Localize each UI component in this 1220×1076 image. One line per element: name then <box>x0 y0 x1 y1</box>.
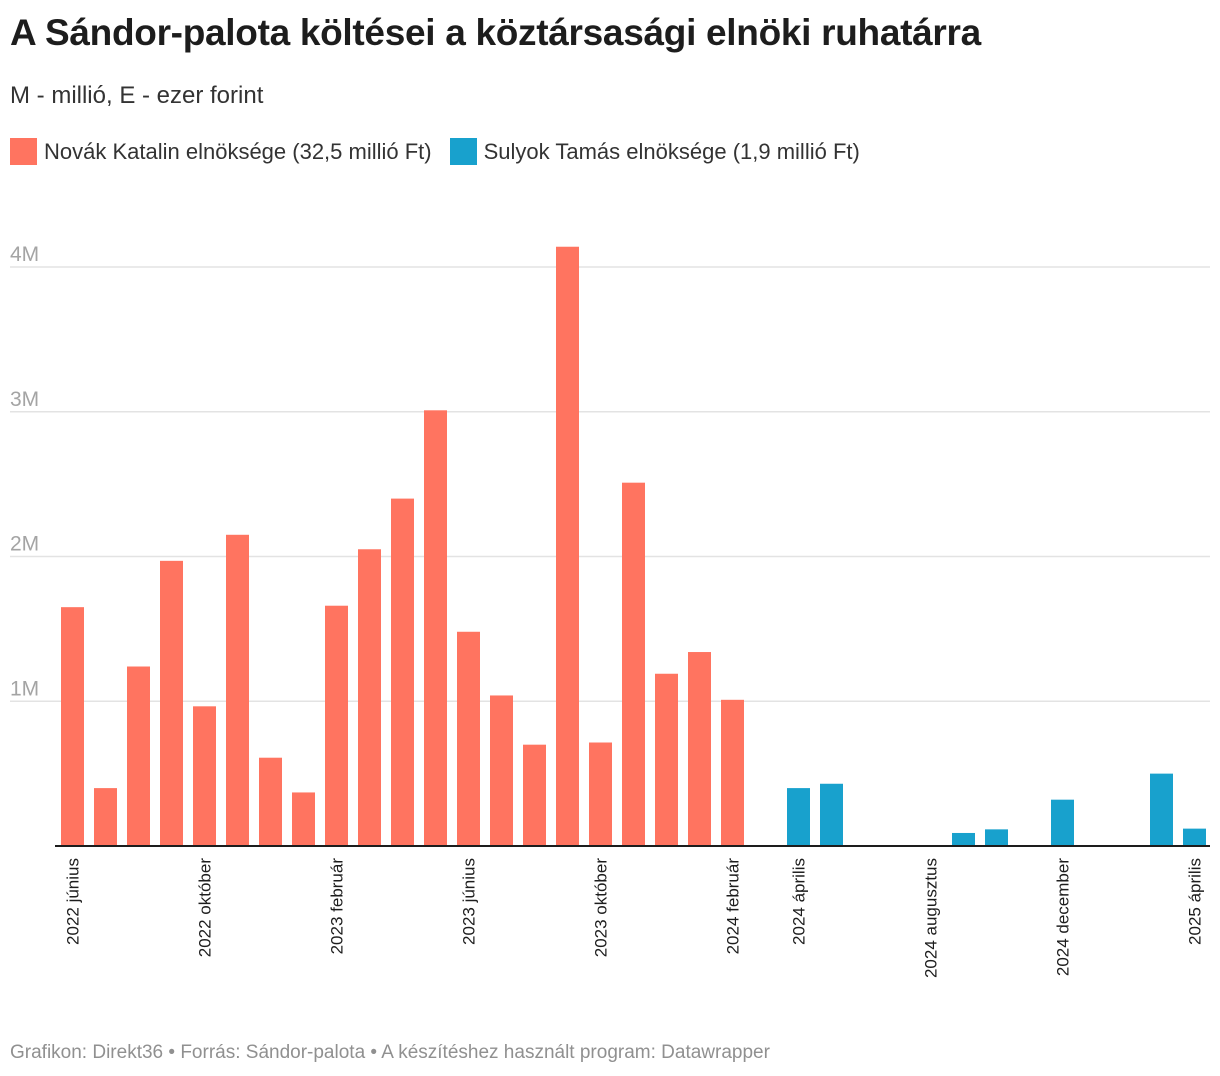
bar-sulyok <box>787 788 810 846</box>
bar-novak <box>61 607 84 846</box>
footer-credits: Grafikon: Direkt36 • Forrás: Sándor-palo… <box>10 1042 770 1063</box>
bar-novak <box>556 246 579 847</box>
bar-novak <box>622 482 645 846</box>
bar-novak <box>358 549 381 846</box>
bar-novak <box>457 631 480 846</box>
legend-label-sulyok: Sulyok Tamás elnöksége (1,9 millió Ft) <box>483 138 860 164</box>
chart-subtitle: M - millió, E - ezer forint <box>10 82 264 109</box>
x-axis-tick-labels: 2022 június 2022 október 2023 február 2023 … <box>64 858 1205 978</box>
bar-novak <box>721 699 744 846</box>
bar-novak <box>589 742 612 846</box>
x-tick-label: 2023 június <box>460 858 479 945</box>
legend-item-novak: Novák Katalin elnöksége (32,5 millió Ft) <box>10 138 432 165</box>
bar-sulyok <box>1051 799 1074 846</box>
bar-novak <box>127 666 150 846</box>
bar-sulyok <box>952 832 975 846</box>
legend-swatch-sulyok <box>449 138 477 165</box>
y-tick-label: 1M <box>10 677 39 700</box>
x-tick-label: 2024 február <box>724 858 743 955</box>
bars <box>61 246 1206 847</box>
x-tick-label: 2022 október <box>196 858 215 958</box>
bar-novak <box>523 744 546 846</box>
bar-novak <box>655 673 678 846</box>
x-tick-label: 2022 június <box>64 858 83 945</box>
bar-novak <box>94 788 117 846</box>
bar-chart: 1M 2M 3M 4M 2022 június 2022 október 2023 feb… <box>10 243 1210 978</box>
x-tick-label: 2023 február <box>328 858 347 955</box>
x-tick-label: 2024 december <box>1054 858 1073 976</box>
legend: Novák Katalin elnöksége (32,5 millió Ft)… <box>10 138 878 165</box>
x-tick-label: 2024 április <box>790 858 809 945</box>
bar-novak <box>160 560 183 846</box>
bar-novak <box>688 652 711 846</box>
legend-swatch-novak <box>10 138 37 165</box>
y-tick-label: 4M <box>10 243 39 266</box>
bar-novak <box>259 757 282 846</box>
chart-title: A Sándor-palota költései a köztársasági … <box>10 12 981 53</box>
bar-novak <box>424 410 447 846</box>
y-axis-tick-labels: 1M 2M 3M 4M <box>10 243 39 700</box>
bar-novak <box>193 706 216 846</box>
y-tick-label: 2M <box>10 533 39 556</box>
legend-item-sulyok: Sulyok Tamás elnöksége (1,9 millió Ft) <box>449 138 860 165</box>
bar-novak <box>490 695 513 846</box>
legend-label-novak: Novák Katalin elnöksége (32,5 millió Ft) <box>44 138 432 164</box>
bar-sulyok <box>1183 828 1206 846</box>
x-tick-label: 2024 augusztus <box>922 858 941 978</box>
bar-novak <box>325 605 348 846</box>
bar-sulyok <box>820 783 843 846</box>
x-tick-label: 2023 október <box>592 858 611 958</box>
grid-lines <box>10 266 1210 702</box>
y-tick-label: 3M <box>10 388 39 411</box>
bar-novak <box>391 498 414 846</box>
bar-novak <box>292 792 315 846</box>
bar-sulyok <box>1150 773 1173 846</box>
x-tick-label: 2025 április <box>1186 858 1205 945</box>
bar-novak <box>226 534 249 846</box>
bar-sulyok <box>985 829 1008 846</box>
